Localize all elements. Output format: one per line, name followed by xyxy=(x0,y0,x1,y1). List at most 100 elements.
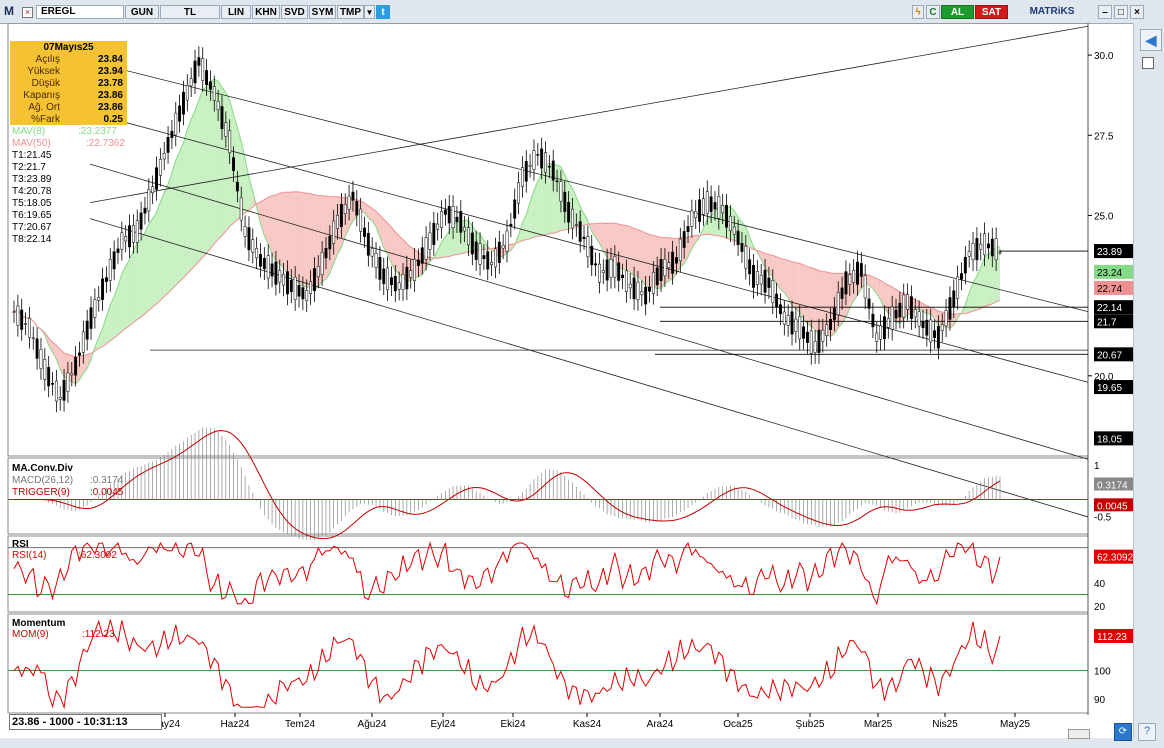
ma-fill xyxy=(110,296,115,341)
candle xyxy=(578,210,582,253)
ma-fill xyxy=(815,268,819,335)
sell-button[interactable]: SAT xyxy=(975,5,1008,19)
candle xyxy=(944,299,948,338)
ma-fill xyxy=(634,228,638,277)
candle-body xyxy=(235,181,239,192)
currency-button[interactable]: TL xyxy=(160,5,220,19)
ma-fill xyxy=(114,285,118,338)
chart-canvas[interactable]: 30.0 27.5 25.0 20.0 23.89 23.24 22.74 22.14 21.7… xyxy=(0,23,1133,738)
candle xyxy=(990,227,994,268)
candle xyxy=(501,234,505,260)
ma-fill xyxy=(206,82,211,253)
candle xyxy=(605,248,609,292)
template-button[interactable]: TMP xyxy=(337,5,364,19)
candle-body xyxy=(832,307,836,321)
refresh-icon[interactable]: C xyxy=(926,5,940,19)
symbol-button[interactable]: SYM xyxy=(309,5,336,19)
period-button[interactable]: GUN xyxy=(125,5,159,19)
candle xyxy=(636,270,640,311)
rsi-label: RSI(14) xyxy=(12,550,47,561)
settings-icon[interactable]: ⟳ xyxy=(1114,723,1132,741)
candle-body xyxy=(925,319,929,336)
candle xyxy=(906,283,910,321)
price-tag-bg xyxy=(1094,347,1133,362)
candle-body xyxy=(902,294,906,318)
macd-legend: MACD(26,12):0.3174 xyxy=(12,475,123,486)
info-label: %Fark xyxy=(31,114,60,125)
candle xyxy=(732,215,736,246)
candle-body xyxy=(767,277,771,288)
ma-fill xyxy=(306,193,311,289)
scale-button[interactable]: LIN xyxy=(221,5,251,19)
candle-body xyxy=(790,311,794,335)
candle xyxy=(409,259,413,289)
ma-fill xyxy=(691,235,696,249)
close-symbol-icon[interactable]: × xyxy=(22,7,33,18)
lightning-icon[interactable]: ϟ xyxy=(912,5,924,19)
maximize-icon[interactable]: □ xyxy=(1114,5,1128,19)
ma-fill xyxy=(275,193,280,264)
help-icon[interactable]: ? xyxy=(1138,723,1156,741)
price-tag-label: 19.65 xyxy=(1097,383,1122,394)
twitter-icon[interactable]: t xyxy=(376,5,390,19)
x-tick-label: Ara24 xyxy=(647,719,674,730)
candle xyxy=(309,270,313,305)
candle xyxy=(85,309,89,351)
candle-body xyxy=(894,309,898,319)
close-icon[interactable]: × xyxy=(1130,5,1144,19)
price-tag: 22.14 xyxy=(1094,300,1133,315)
ma-fill xyxy=(969,282,974,313)
candle-body xyxy=(459,211,463,233)
candle-body xyxy=(289,279,293,293)
app-logo[interactable]: M xyxy=(4,4,14,18)
scroll-handle[interactable] xyxy=(1068,729,1090,739)
chart-type-button[interactable]: KHN xyxy=(252,5,280,19)
ma-fill xyxy=(822,271,827,335)
candle-body xyxy=(185,85,189,101)
candle xyxy=(678,227,682,272)
target-label: T3:23.89 xyxy=(12,174,52,185)
status-readout: 23.86 - 1000 - 10:31:13 xyxy=(9,714,162,730)
info-label: Açılış xyxy=(35,54,60,65)
candle xyxy=(621,263,624,290)
price-tag-bg xyxy=(1094,431,1133,446)
candle xyxy=(182,80,185,126)
candle-body xyxy=(162,153,166,160)
ma-fill xyxy=(803,264,808,324)
panel-toggle-icon[interactable] xyxy=(1142,57,1154,69)
target-label: T4:20.78 xyxy=(12,186,52,197)
candle-body xyxy=(571,208,574,229)
ma-fill xyxy=(310,193,315,291)
candle-body xyxy=(574,224,578,226)
candle-body xyxy=(805,331,809,343)
candle-body xyxy=(347,195,351,210)
candle xyxy=(27,306,31,349)
buy-button[interactable]: AL xyxy=(941,5,974,19)
template-dropdown-icon[interactable]: ▼ xyxy=(364,5,375,19)
ma-fill xyxy=(537,173,542,237)
rsi-title: RSI xyxy=(12,539,29,550)
candle xyxy=(355,190,359,227)
macd-tick-label: 1 xyxy=(1094,461,1100,472)
candle xyxy=(324,237,328,270)
minimize-icon[interactable]: – xyxy=(1098,5,1112,19)
candle xyxy=(963,245,967,285)
candle xyxy=(386,256,390,302)
candle-body xyxy=(97,297,101,301)
rsi-tick-label: 20 xyxy=(1094,602,1106,613)
candle xyxy=(463,215,467,243)
target-label: T5:18.05 xyxy=(12,198,52,209)
back-arrow-icon[interactable]: ◀ xyxy=(1140,29,1162,51)
candle xyxy=(886,307,890,339)
candle xyxy=(771,269,775,315)
ma-fill xyxy=(541,165,546,236)
info-value: 23.78 xyxy=(97,78,123,89)
candle xyxy=(609,247,613,289)
target-label: T6:19.65 xyxy=(12,210,52,221)
symbol-input[interactable]: EREGL xyxy=(36,5,124,19)
info-label: Ağ. Ort xyxy=(28,102,60,113)
candle xyxy=(282,262,286,297)
candle xyxy=(597,252,601,294)
ma-fill xyxy=(368,205,373,221)
volume-button[interactable]: SVD xyxy=(281,5,308,19)
